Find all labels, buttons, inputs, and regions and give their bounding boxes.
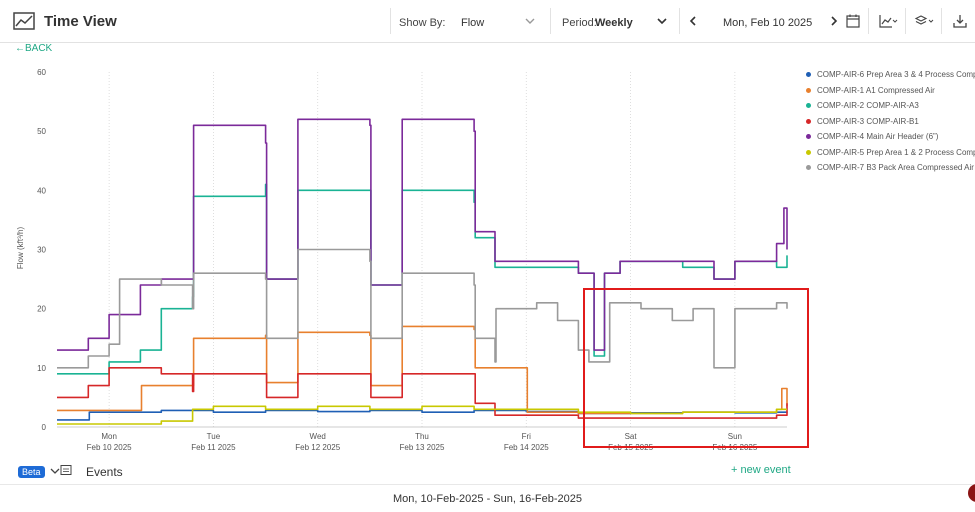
legend-item[interactable]: COMP-AIR-6 Prep Area 3 & 4 Process Compr… <box>806 69 975 85</box>
x-tick-day: Tue <box>207 432 221 441</box>
y-tick-label: 40 <box>37 186 46 195</box>
divider <box>941 8 942 34</box>
chart-series <box>57 118 788 425</box>
events-bar: Beta Events + new event <box>0 458 975 485</box>
legend-swatch <box>806 149 811 155</box>
legend-label: COMP-AIR-7 B3 Pack Area Compressed Air <box>817 163 974 172</box>
divider <box>905 8 906 34</box>
y-tick-label: 50 <box>37 127 46 136</box>
top-toolbar: Time View Show By: Flow Period: Weekly M… <box>0 0 975 43</box>
beta-badge: Beta <box>18 466 45 478</box>
chevron-down-icon[interactable] <box>523 14 537 28</box>
back-link[interactable]: ←BACK <box>15 43 53 54</box>
chevron-left-icon[interactable] <box>686 14 700 28</box>
line-chart-icon <box>13 12 35 30</box>
x-tick-date: Feb 12 2025 <box>295 443 340 452</box>
x-tick-day: Wed <box>310 432 326 441</box>
download-icon[interactable] <box>952 13 968 29</box>
legend-swatch <box>806 118 811 124</box>
legend-label: COMP-AIR-5 Prep Area 1 & 2 Process Compr… <box>817 147 975 157</box>
divider <box>679 8 680 34</box>
x-tick-date: Feb 11 2025 <box>191 443 236 452</box>
series-line <box>57 367 788 419</box>
legend-swatch <box>806 87 811 93</box>
show-by-select[interactable]: Flow <box>461 17 485 29</box>
legend-item[interactable]: COMP-AIR-5 Prep Area 1 & 2 Process Compr… <box>806 147 975 163</box>
legend-label: COMP-AIR-6 Prep Area 3 & 4 Process Compr… <box>817 70 975 79</box>
y-tick-label: 0 <box>42 423 47 432</box>
calendar-icon[interactable] <box>845 13 861 29</box>
x-tick-day: Fri <box>522 432 532 441</box>
event-list-icon[interactable] <box>60 464 72 476</box>
divider <box>550 8 551 34</box>
x-tick-date: Feb 10 2025 <box>87 443 132 452</box>
x-tick-day: Sun <box>728 432 742 441</box>
legend-item[interactable]: COMP-AIR-4 Main Air Header (6”) <box>806 131 975 147</box>
series-line <box>57 405 787 425</box>
chart-legend: COMP-AIR-6 Prep Area 3 & 4 Process Compr… <box>806 69 975 178</box>
series-line <box>57 248 788 369</box>
legend-swatch <box>806 165 811 170</box>
page-title: Time View <box>44 13 117 30</box>
highlight-annotation-box <box>583 288 809 448</box>
x-tick-day: Mon <box>101 432 117 441</box>
x-tick-date: Feb 13 2025 <box>400 443 445 452</box>
y-tick-label: 60 <box>37 68 46 77</box>
series-line <box>57 118 788 351</box>
x-tick-day: Thu <box>415 432 429 441</box>
period-select[interactable]: Weekly <box>595 17 633 29</box>
events-title: Events <box>86 465 123 479</box>
show-by-label: Show By: <box>399 17 446 29</box>
new-event-button[interactable]: + new event <box>731 464 791 476</box>
legend-swatch <box>806 72 811 77</box>
layers-icon[interactable] <box>914 13 934 29</box>
legend-swatch <box>806 134 811 139</box>
chevron-right-icon[interactable] <box>827 14 841 28</box>
divider <box>390 8 391 34</box>
x-tick-day: Sat <box>625 432 638 441</box>
legend-label: COMP-AIR-2 COMP-AIR-A3 <box>817 101 919 110</box>
y-tick-label: 20 <box>37 305 46 314</box>
floating-action-button[interactable] <box>968 484 975 502</box>
legend-item[interactable]: COMP-AIR-1 A1 Compressed Air <box>806 85 975 101</box>
x-tick-date: Feb 14 2025 <box>504 443 549 452</box>
legend-swatch <box>806 103 811 108</box>
y-tick-label: 30 <box>37 246 46 255</box>
y-axis-label: Flow (kft³/h) <box>16 227 25 270</box>
chart-type-icon[interactable] <box>878 13 898 29</box>
legend-label: COMP-AIR-1 A1 Compressed Air <box>817 85 935 95</box>
divider <box>868 8 869 34</box>
chevron-down-icon[interactable] <box>50 466 60 476</box>
legend-label: COMP-AIR-3 COMP-AIR-B1 <box>817 116 919 126</box>
y-tick-label: 10 <box>37 364 46 373</box>
chevron-down-icon[interactable] <box>655 14 669 28</box>
current-date: Mon, Feb 10 2025 <box>723 17 813 29</box>
legend-item[interactable]: COMP-AIR-3 COMP-AIR-B1 <box>806 116 975 132</box>
legend-item[interactable]: COMP-AIR-2 COMP-AIR-A3 <box>806 100 975 116</box>
period-label: Period: <box>562 17 597 29</box>
date-range-label: Mon, 10-Feb-2025 - Sun, 16-Feb-2025 <box>393 493 582 505</box>
legend-label: COMP-AIR-4 Main Air Header (6”) <box>817 132 939 141</box>
legend-item[interactable]: COMP-AIR-7 B3 Pack Area Compressed Air <box>806 162 975 178</box>
